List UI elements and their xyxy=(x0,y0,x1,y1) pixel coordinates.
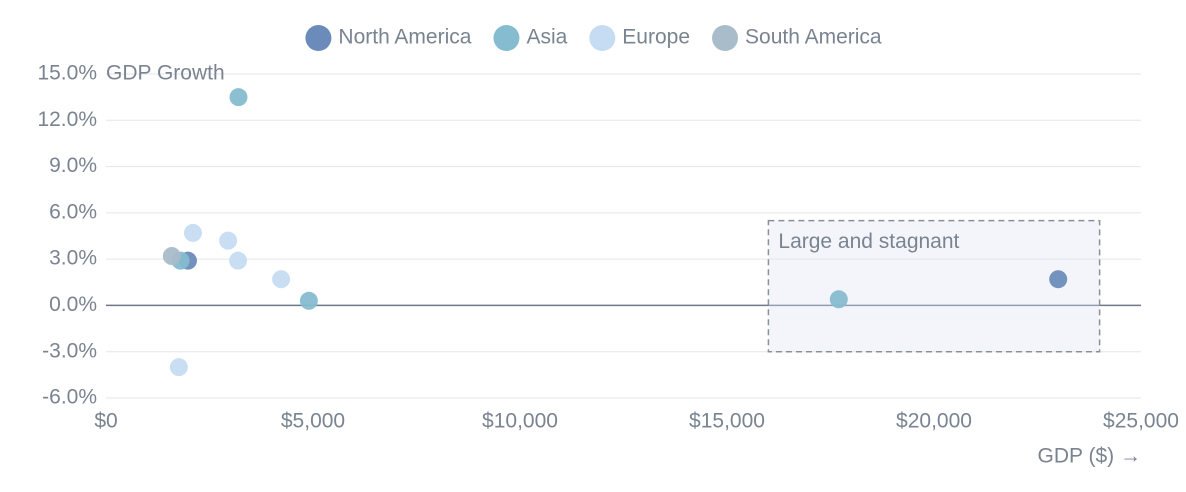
y-tick-label: -6.0% xyxy=(42,386,97,409)
point xyxy=(229,251,248,270)
legend-marker xyxy=(305,25,332,51)
x-tick-label: $15,000 xyxy=(689,410,765,433)
point xyxy=(229,88,248,107)
x-axis-label: GDP ($) → xyxy=(1038,445,1141,468)
point xyxy=(299,291,318,310)
x-tick-label: $5,000 xyxy=(281,410,345,433)
point xyxy=(169,358,188,377)
x-tick-label: $10,000 xyxy=(482,410,558,433)
annotation-box xyxy=(767,219,1101,353)
x-tick-label: $20,000 xyxy=(896,410,972,433)
y-tick-label: 9.0% xyxy=(49,154,97,177)
point xyxy=(272,270,291,289)
y-axis-label: GDP Growth xyxy=(106,62,225,85)
y-tick-label: -3.0% xyxy=(42,339,97,362)
legend-label: Asia xyxy=(526,26,567,49)
x-tick-label: $0 xyxy=(94,410,117,433)
y-tick-label: 15.0% xyxy=(37,62,97,85)
y-tick-label: 12.0% xyxy=(37,108,97,131)
point xyxy=(183,223,202,242)
y-tick-label: 0.0% xyxy=(49,293,97,316)
point xyxy=(1049,270,1068,289)
legend-marker xyxy=(712,25,739,51)
y-tick-label: 6.0% xyxy=(49,200,97,223)
point xyxy=(829,290,848,309)
annotation-text: Large and stagnant xyxy=(778,230,959,253)
legend-label: South America xyxy=(745,26,882,49)
point xyxy=(162,247,181,266)
point xyxy=(219,231,238,250)
legend-label: North America xyxy=(338,26,471,49)
legend-marker xyxy=(493,25,520,51)
x-tick-label: $25,000 xyxy=(1103,410,1179,433)
y-tick-label: 3.0% xyxy=(49,247,97,270)
legend-label: Europe xyxy=(622,26,690,49)
legend-marker xyxy=(589,25,616,51)
legend: North America Asia Europe South America xyxy=(305,25,882,51)
